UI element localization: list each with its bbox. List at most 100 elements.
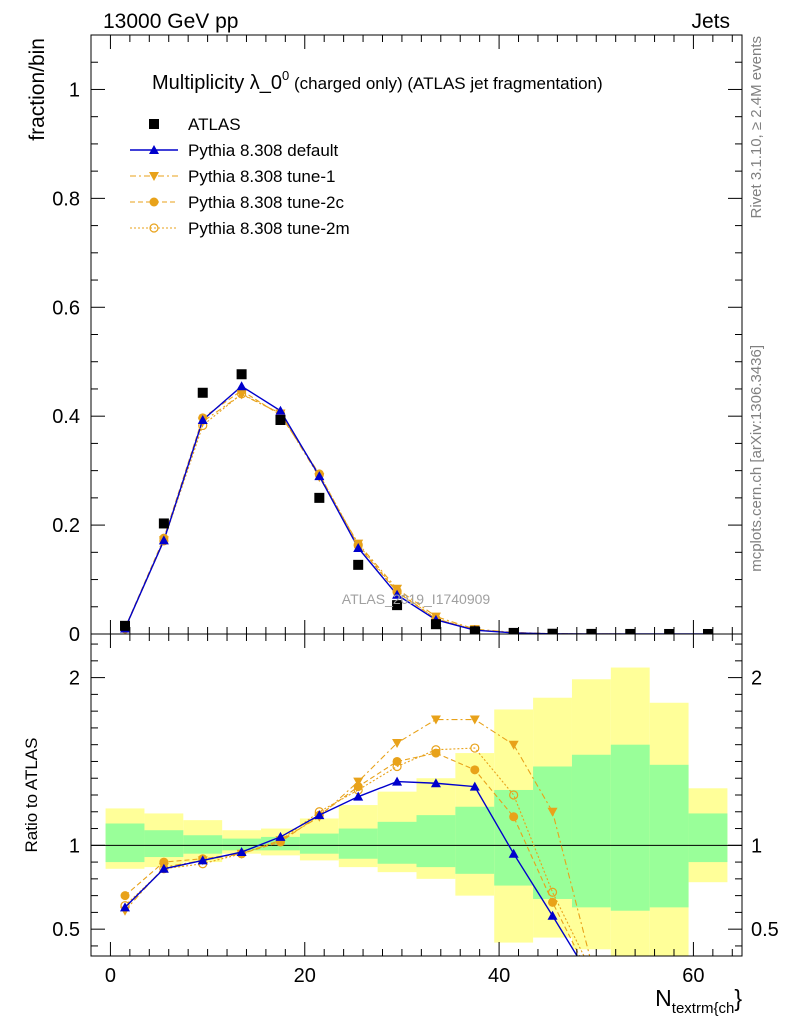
ratio-band-inner (494, 789, 534, 886)
ratio-point-pythia-8-308-tune-2c (120, 891, 130, 901)
x-tick-label: 0 (105, 965, 116, 987)
main-point-pythia-8-308-default (392, 589, 403, 599)
main-y-tick-label: 1 (69, 79, 80, 101)
legend-label-pythia-8-308-tune-2c: Pythia 8.308 tune-2c (188, 193, 344, 212)
main-point-pythia-8-308-tune-1 (236, 390, 247, 400)
legend-marker-pythia-8-308-tune-2m (149, 223, 159, 233)
legend-marker-atlas (149, 119, 159, 129)
ratio-band-inner (183, 835, 223, 854)
main-y-tick-label: 0.2 (52, 515, 80, 537)
ratio-point-pythia-8-308-tune-1 (353, 777, 364, 787)
jets-label: Jets (691, 10, 730, 33)
ratio-point-pythia-8-308-default (430, 778, 441, 788)
ratio-y-axis-label: Ratio to ATLAS (22, 738, 41, 853)
x-tick-label: 40 (488, 965, 510, 987)
ratio-y-tick-label: 2 (69, 668, 80, 690)
ratio-point-pythia-8-308-default (314, 810, 325, 820)
x-axis-label-main: N (655, 985, 672, 1011)
main-point-atlas (508, 627, 519, 634)
ratio-line-pythia-8-308-default (124, 780, 578, 956)
main-point-atlas (625, 628, 636, 634)
legend-marker-pythia-8-308-tune-1 (149, 172, 159, 181)
ratio-point-pythia-8-308-default (469, 781, 480, 791)
ratio-point-pythia-8-308-tune-2c (353, 782, 363, 792)
main-point-atlas (314, 492, 325, 503)
main-point-pythia-8-308-default (197, 414, 208, 424)
ratio-point-pythia-8-308-tune-1 (430, 715, 441, 725)
ratio-band-inner (688, 813, 728, 863)
main-point-atlas (353, 559, 364, 570)
ratio-point-pythia-8-308-default (508, 848, 519, 858)
ratio-band-inner (377, 821, 417, 864)
ratio-band-inner (533, 766, 572, 899)
main-point-pythia-8-308-default (353, 542, 364, 552)
main-y-axis-label: fraction/bin (26, 38, 49, 141)
collision-label: 13000 GeV pp (103, 10, 238, 33)
ratio-point-pythia-8-308-default (120, 902, 131, 912)
ratio-point-pythia-8-308-default (547, 910, 558, 920)
x-axis-label: Ntextrm{ch} (655, 985, 742, 1017)
ratio-point-pythia-8-308-tune-1 (547, 807, 558, 817)
main-point-atlas (664, 628, 675, 634)
ratio-point-pythia-8-308-tune-2c (431, 748, 441, 758)
ratio-line-pythia-8-308-tune-1 (124, 718, 591, 956)
main-y-tick-label: 0.8 (52, 188, 80, 210)
ratio-band-inner (144, 830, 184, 858)
main-line-pythia-8-308-tune-1 (124, 393, 708, 634)
x-axis-label-close: } (734, 985, 742, 1011)
chart-title-rest: (charged only) (ATLAS jet fragmentation) (289, 74, 602, 93)
main-point-atlas (158, 518, 169, 529)
ratio-series (120, 715, 591, 956)
main-point-pythia-8-308-tune-1 (392, 584, 403, 594)
ratio-point-pythia-8-308-default (392, 776, 403, 786)
x-axis-label-subscript: textrm{ch (672, 1000, 735, 1017)
ratio-band-inner (416, 815, 456, 868)
legend-marker-pythia-8-308-default (149, 145, 159, 154)
ratio-band-inner (299, 833, 339, 854)
ratio-y-tick-label-right: 1 (751, 835, 762, 857)
main-point-atlas (275, 414, 286, 425)
ratio-band-inner (571, 754, 611, 908)
legend-label-pythia-8-308-tune-2m: Pythia 8.308 tune-2m (188, 219, 350, 238)
ratio-point-pythia-8-308-default (197, 855, 208, 865)
chart-title-main: Multiplicity λ_0 (152, 72, 282, 94)
main-point-atlas (586, 628, 597, 634)
rivet-version-label: Rivet 3.1.10, ≥ 2.4M events (748, 36, 765, 219)
ratio-point-pythia-8-308-tune-1 (508, 740, 519, 750)
main-point-pythia-8-308-default (275, 405, 286, 415)
legend-label-atlas: ATLAS (188, 115, 241, 134)
main-y-tick-label: 0.6 (52, 297, 80, 319)
ratio-point-pythia-8-308-default (353, 791, 364, 801)
x-tick-label: 20 (294, 965, 316, 987)
main-point-atlas (430, 619, 441, 630)
ratio-line-pythia-8-308-tune-2m (124, 747, 585, 956)
ratio-y-tick-label: 1 (69, 835, 80, 857)
chart-title-superscript: 0 (282, 68, 289, 83)
x-tick-label: 60 (682, 965, 704, 987)
ratio-point-pythia-8-308-default (236, 847, 247, 857)
main-point-pythia-8-308-default (158, 535, 169, 545)
ratio-point-pythia-8-308-default (275, 831, 286, 841)
ratio-band-inner (649, 764, 689, 908)
ratio-point-pythia-8-308-tune-1 (469, 715, 480, 725)
ratio-point-pythia-8-308-default (158, 863, 169, 873)
legend-marker-pythia-8-308-tune-2c (149, 197, 159, 207)
ratio-band-inner (105, 823, 145, 863)
ratio-band-inner (610, 744, 650, 911)
main-y-tick-label: 0 (69, 624, 80, 646)
ratio-y-tick-label: 0.5 (52, 919, 80, 941)
ratio-band-inner (455, 806, 495, 874)
legend: ATLAS Pythia 8.308 default Pythia 8.308 tu… (130, 115, 350, 238)
main-point-pythia-8-308-default (314, 471, 325, 481)
main-point-atlas (120, 620, 131, 631)
main-point-atlas (392, 600, 403, 611)
legend-label-pythia-8-308-tune-1: Pythia 8.308 tune-1 (188, 167, 335, 186)
mcplots-label: mcplots.cern.ch [arXiv:1306.3436] (748, 345, 765, 572)
main-point-atlas (236, 369, 247, 380)
ratio-y-tick-label-right: 0.5 (751, 919, 779, 941)
main-point-atlas (469, 626, 480, 634)
ratio-line-pythia-8-308-tune-2c (124, 752, 581, 956)
axis-tick-labels: 00.20.40.60.810.5 0.51 12 20 20 40 60 (52, 79, 779, 987)
ratio-band-inner (338, 828, 378, 859)
